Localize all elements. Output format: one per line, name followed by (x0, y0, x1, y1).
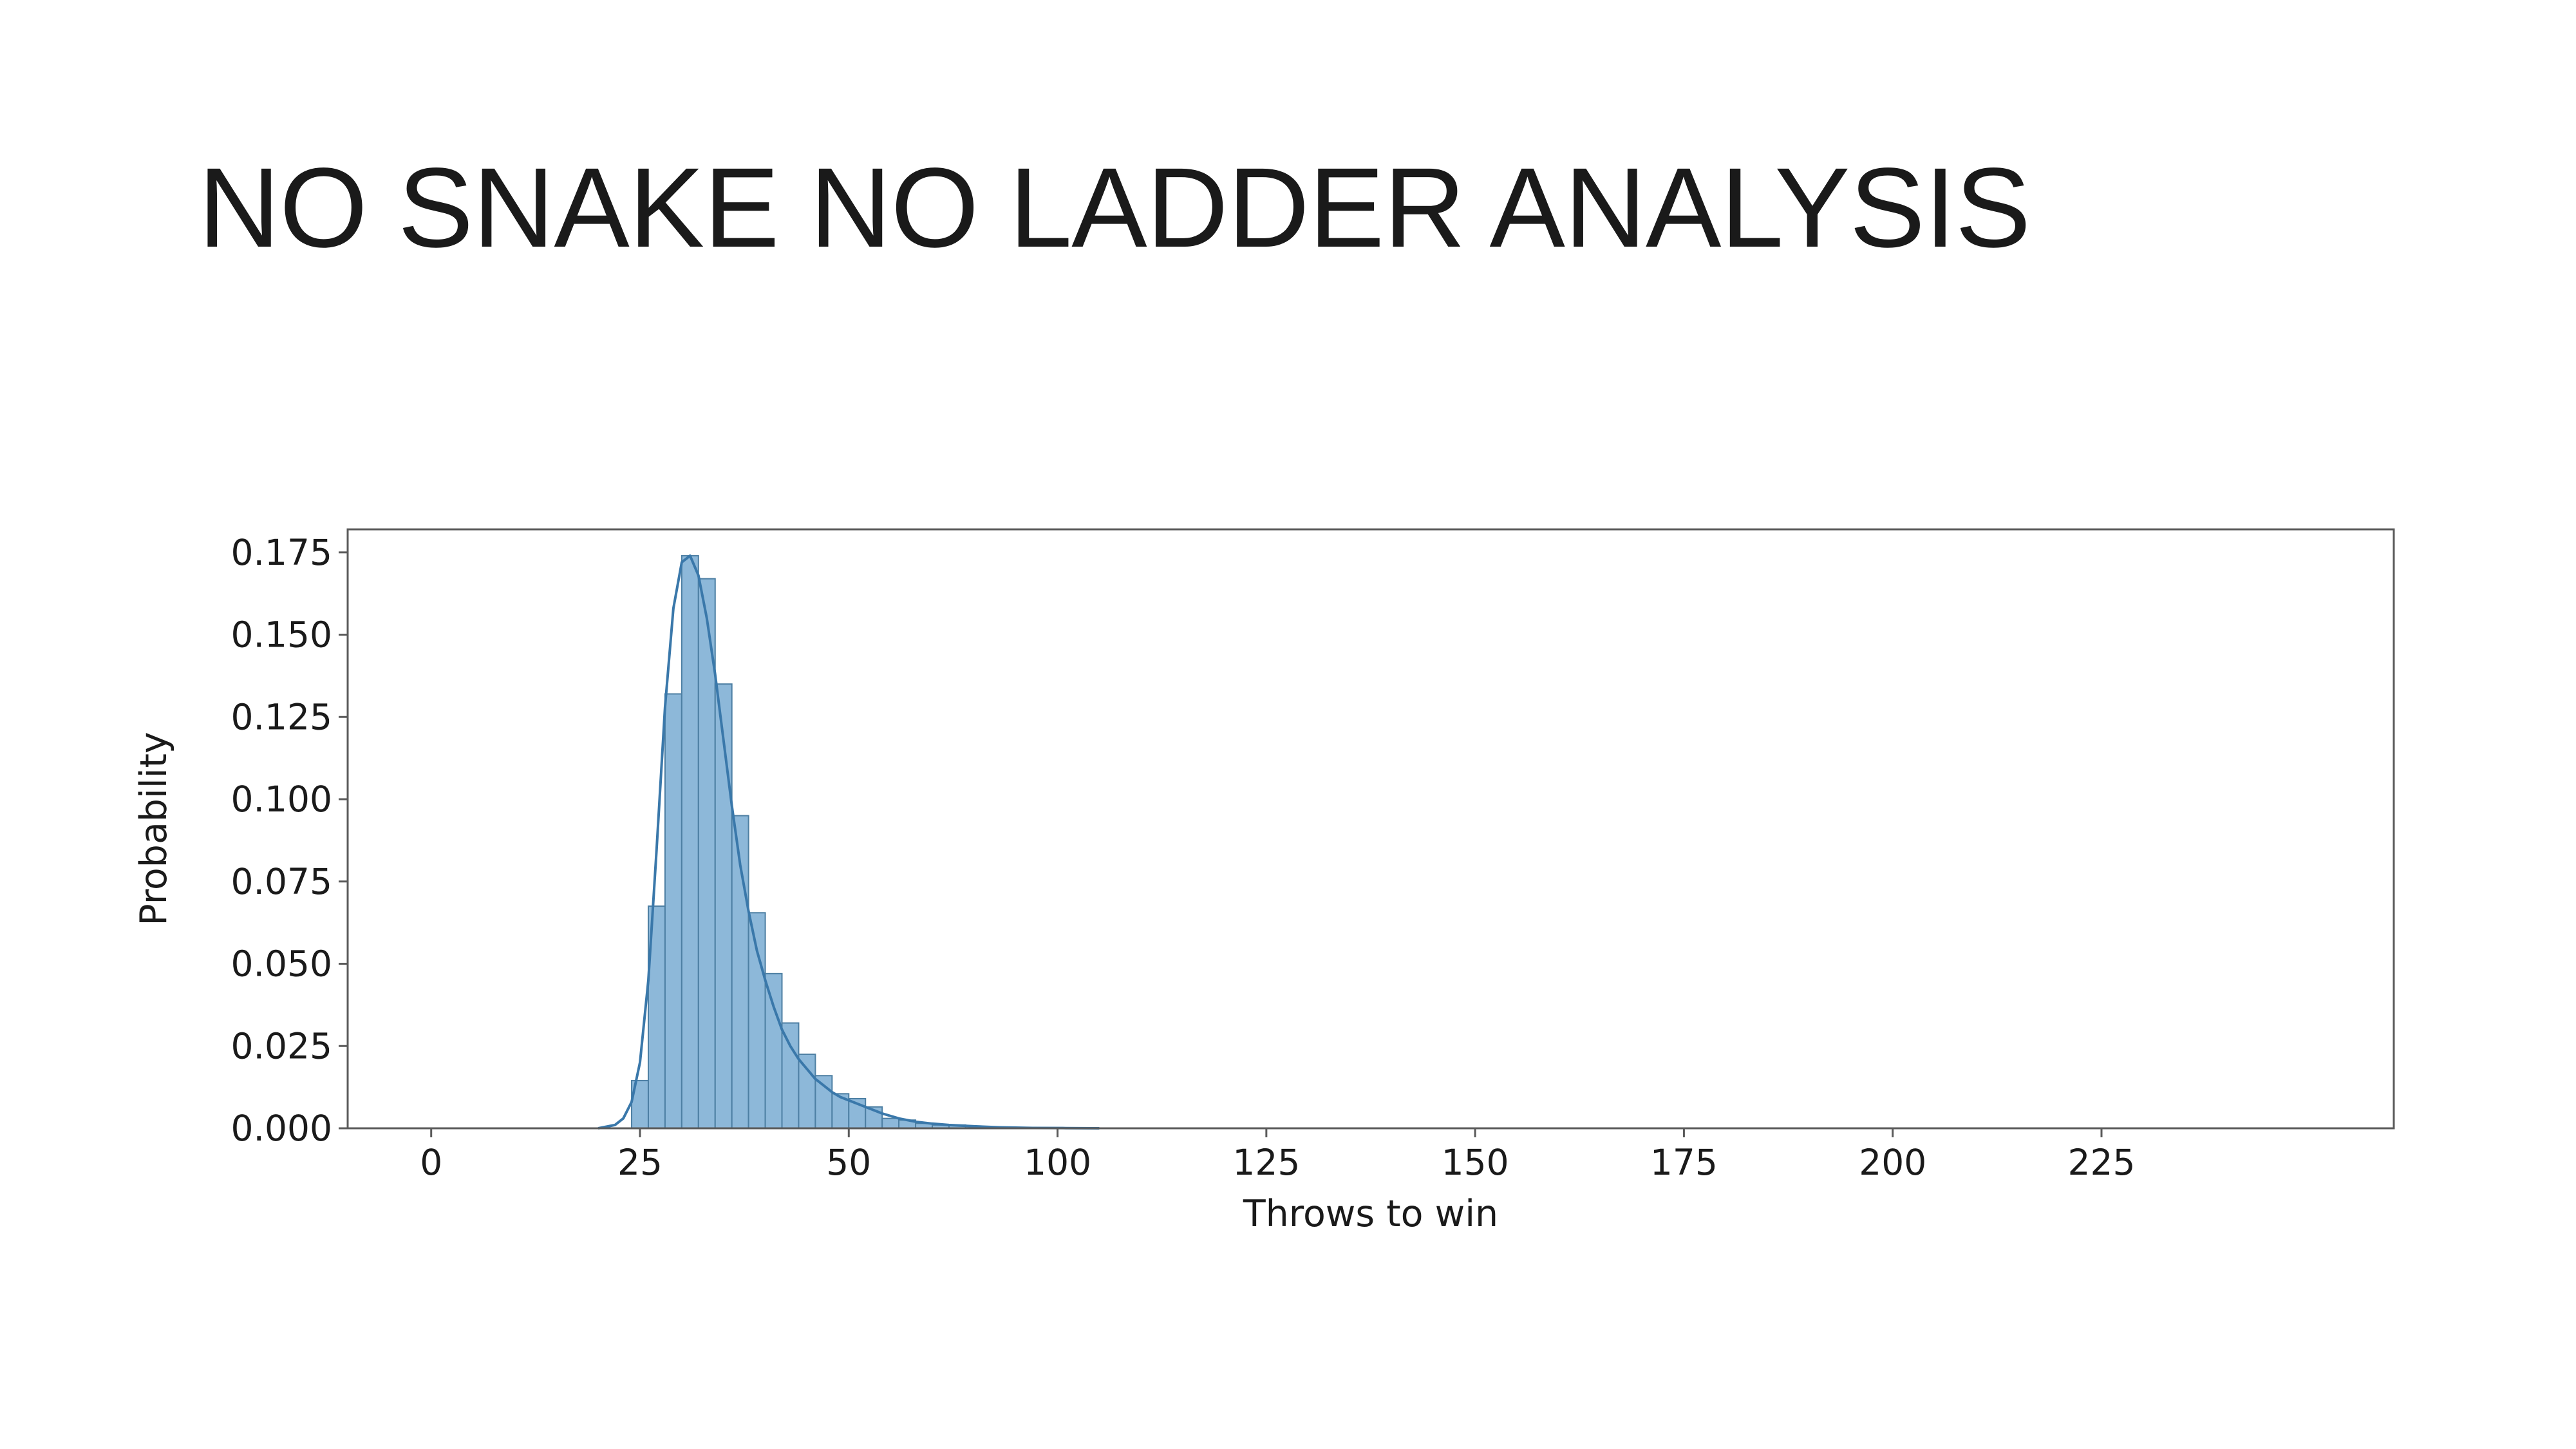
y-axis: 0.000 0.025 0.050 0.075 0.100 0.125 0.150 0.175 (231, 532, 348, 1149)
histogram-bar (647, 905, 666, 1129)
y-tick-label: 0.050 (231, 943, 332, 985)
y-tick-label: 0.100 (231, 779, 332, 820)
x-tick-label: 100 (1024, 1142, 1091, 1183)
x-tick-label: 50 (826, 1142, 871, 1183)
y-tick-label: 0.125 (231, 696, 332, 737)
x-tick-label: 175 (1650, 1142, 1718, 1183)
histogram-bar (814, 1075, 833, 1129)
plot-frame (346, 528, 2395, 1130)
x-tick-label: 25 (617, 1142, 663, 1183)
y-tick-label: 0.000 (231, 1108, 332, 1149)
x-tick-label: 225 (2068, 1142, 2136, 1183)
y-tick-label: 0.075 (231, 861, 332, 902)
x-tick-label: 150 (1442, 1142, 1509, 1183)
slide-title: NO SNAKE NO LADDER ANALYSIS (198, 145, 2031, 271)
y-axis-label: Probability (133, 732, 175, 925)
histogram-bars (631, 554, 1050, 1130)
x-tick-label: 200 (1859, 1142, 1926, 1183)
x-axis: 0 25 50 100 125 150 175 200 225 (420, 1128, 2135, 1183)
histogram-bar (798, 1054, 816, 1129)
histogram-bar (714, 683, 733, 1129)
kde-curve (597, 554, 1100, 1130)
y-tick-label: 0.175 (231, 532, 332, 573)
x-tick-label: 0 (420, 1142, 442, 1183)
x-axis-label: Throws to win (1243, 1193, 1498, 1235)
histogram-bar (697, 578, 716, 1129)
histogram-bar (764, 972, 783, 1130)
histogram-bar (781, 1022, 800, 1129)
y-tick-label: 0.025 (231, 1025, 332, 1066)
histogram-bar (664, 693, 682, 1129)
y-tick-label: 0.150 (231, 614, 332, 656)
histogram-bar (881, 1117, 900, 1129)
histogram-bar (681, 554, 699, 1129)
x-tick-label: 125 (1232, 1142, 1300, 1183)
